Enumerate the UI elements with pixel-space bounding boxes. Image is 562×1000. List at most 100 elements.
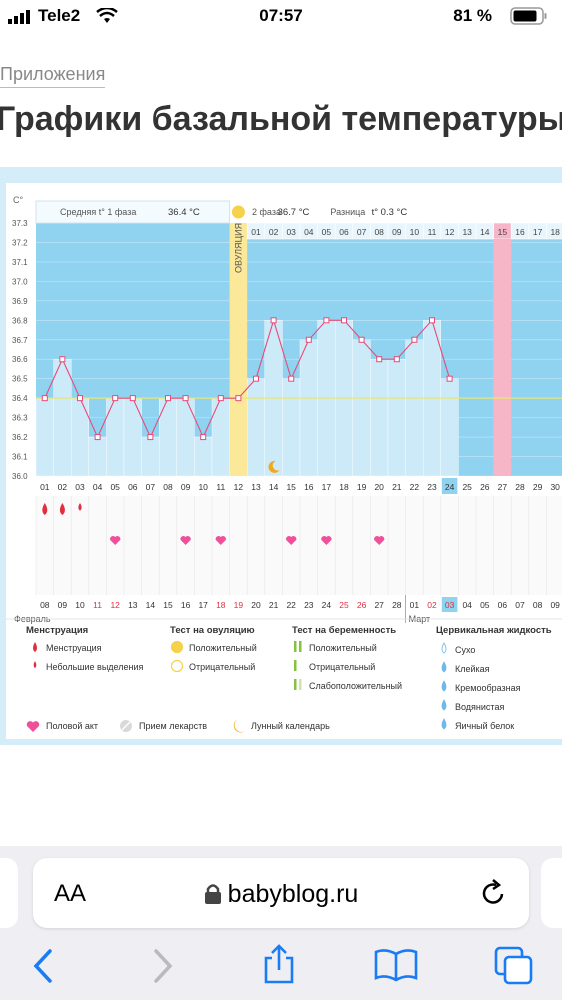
clock: 07:57 [259, 6, 303, 25]
temperature-column [387, 359, 406, 477]
calendar-date-label: 05 [480, 600, 490, 610]
temperature-point [288, 375, 295, 382]
legend-pregnancy-bar-icon [294, 660, 297, 671]
legend-pregnancy-item: Слабоположительный [309, 681, 402, 691]
temperature-column [123, 397, 142, 477]
legend-moon-icon [233, 719, 245, 733]
cycle-day-label: 20 [374, 482, 384, 492]
calendar-date-label: 17 [198, 600, 208, 610]
calendar-date-label: 25 [339, 600, 349, 610]
post-ovulation-day-label: 13 [462, 227, 472, 237]
cycle-day-label: 10 [198, 482, 208, 492]
battery-icon [510, 7, 547, 25]
temperature-point [323, 317, 330, 324]
y-tick-label: 36.6 [12, 355, 28, 364]
post-ovulation-day-label: 01 [251, 227, 261, 237]
next-tab-pill[interactable] [541, 858, 562, 928]
cycle-day-label: 26 [480, 482, 490, 492]
bookmarks-icon[interactable] [374, 948, 418, 982]
prev-tab-pill[interactable] [0, 858, 18, 928]
forward-icon[interactable] [150, 948, 176, 984]
legend-cervical-icon [441, 699, 447, 711]
temperature-column [405, 339, 424, 477]
lock-icon [204, 884, 221, 904]
temperature-column [246, 378, 265, 477]
cycle-day-label: 21 [392, 482, 402, 492]
reload-icon[interactable] [480, 878, 508, 908]
temperature-point [59, 356, 66, 363]
menstruation-drop-icon [59, 503, 65, 515]
ovulation-label: ОВУЛЯЦИЯ [233, 223, 243, 273]
header-phase2-value: 36.7 °C [278, 207, 310, 218]
y-tick-label: 36.5 [12, 375, 28, 384]
header-phase1-box [35, 200, 231, 224]
calendar-date-label: 27 [374, 600, 384, 610]
address-bar[interactable] [33, 858, 529, 928]
url-text: babyblog.ru [227, 880, 359, 908]
breadcrumb[interactable]: Приложения [0, 64, 106, 88]
calendar-date-label: 28 [392, 600, 402, 610]
tabs-icon[interactable] [494, 946, 534, 986]
url-field[interactable]: babyblog.ru [0, 880, 562, 909]
back-icon[interactable] [30, 948, 56, 984]
chart-container: С° 37.3 37.2 37.1 37.0 36.9 36.8 36.7 36.6 36.5 36… [0, 167, 562, 745]
y-tick-label: 36.8 [12, 316, 28, 325]
legend-cervical-item: Клейкая [455, 664, 490, 674]
y-tick-label: 36.4 [12, 394, 28, 403]
post-ovulation-day-label: 18 [550, 227, 560, 237]
cycle-day-label: 25 [462, 482, 472, 492]
y-tick-label: 36.0 [12, 472, 28, 481]
legend-menstruation-item: Небольшие выделения [46, 662, 144, 672]
header-diff-value: t° 0.3 °C [372, 207, 408, 218]
legend-ovulation-title: Тест на овуляцию [170, 625, 255, 636]
temperature-column [70, 397, 89, 477]
calendar-date-label: 20 [251, 600, 261, 610]
post-ovulation-day-label: 16 [515, 227, 525, 237]
legend-cervical-item: Кремообразная [455, 683, 521, 693]
temperature-point [147, 434, 154, 441]
today-date-marker [441, 597, 458, 612]
post-ovulation-day-label: 07 [357, 227, 367, 237]
post-ovulation-day-label: 04 [304, 227, 314, 237]
legend-pregnancy-bar-icon [294, 641, 297, 652]
post-ovulation-day-label: 14 [480, 227, 490, 237]
post-ovulation-day-label: 08 [374, 227, 384, 237]
post-ovulation-day-label: 15 [498, 227, 508, 237]
temperature-point [165, 395, 171, 402]
legend-cervical-icon [441, 718, 447, 730]
calendar-date-label: 07 [515, 600, 525, 610]
legend-ovulation-item: Положительный [189, 643, 257, 653]
legend-pregnancy-bar-icon [299, 679, 302, 690]
page-title: Графики базальной температуры [0, 100, 562, 138]
calendar-date-label: 24 [322, 600, 332, 610]
calendar-date-label: 02 [427, 600, 437, 610]
calendar-date-label: 18 [216, 600, 226, 610]
cycle-day-label: 13 [251, 482, 261, 492]
post-ovulation-day-label: 06 [339, 227, 349, 237]
cycle-day-label: 12 [234, 482, 244, 492]
temperature-point [393, 356, 400, 363]
temperature-column [299, 339, 318, 477]
temperature-point [112, 395, 119, 402]
cycle-day-label: 28 [515, 482, 525, 492]
reader-aa-button[interactable]: AA [54, 880, 87, 907]
y-tick-label: 37.0 [12, 277, 28, 286]
calendar-date-label: 22 [286, 600, 296, 610]
legend-cervical-icon [441, 661, 447, 673]
y-tick-label: 36.7 [12, 336, 28, 345]
calendar-date-label: 09 [58, 600, 68, 610]
temperature-column [440, 378, 459, 477]
calendar-date-label: 19 [234, 600, 244, 610]
share-icon[interactable] [262, 944, 296, 984]
wifi-icon [96, 8, 118, 23]
battery-percent: 81 % [453, 6, 492, 25]
intercourse-heart-icon [321, 536, 332, 545]
symptom-grid [36, 496, 562, 595]
cycle-day-label: 03 [75, 482, 85, 492]
legend-cervical-icon [441, 680, 447, 692]
temperature-point [411, 336, 418, 343]
y-axis-unit: С° [13, 195, 23, 205]
header-diff-label: Разница [330, 207, 365, 217]
signal-icon [8, 10, 30, 24]
y-tick-label: 36.1 [12, 453, 28, 462]
